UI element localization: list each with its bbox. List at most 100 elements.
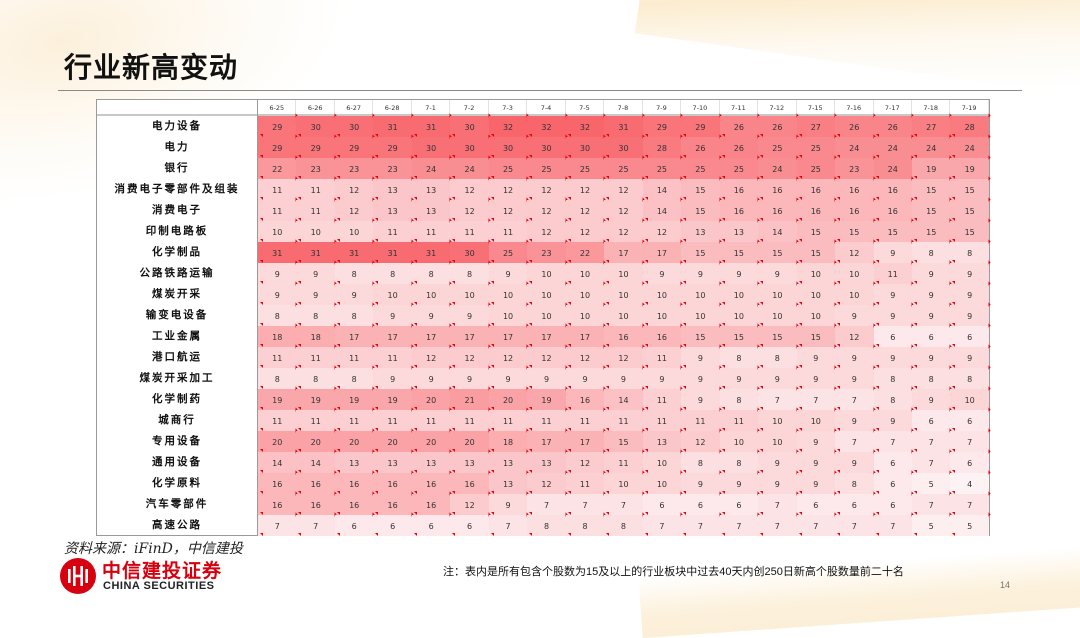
heatmap-cell: 16: [719, 179, 759, 200]
heatmap-cell: 17: [334, 326, 374, 347]
heatmap-cell: 9: [604, 368, 643, 389]
heatmap-cell: 10: [527, 263, 566, 284]
heatmap-cell: 32: [527, 116, 566, 137]
heatmap-cell: 10: [334, 221, 374, 242]
heatmap-cell: 7: [873, 515, 912, 536]
heatmap-cell: 17: [642, 242, 682, 263]
heatmap-cell: 11: [411, 410, 451, 431]
heatmap-cell: 7: [604, 494, 643, 515]
date-header-cell: 7-17: [874, 100, 912, 114]
heatmap-cell: 10: [258, 221, 297, 242]
heatmap-cell: 11: [719, 410, 759, 431]
date-header-cell: 7-4: [527, 100, 566, 114]
heatmap-cell: 9: [911, 347, 951, 368]
heatmap-cell: 14: [642, 200, 682, 221]
heatmap-cell: 20: [488, 389, 528, 410]
heatmap-cell: 16: [296, 494, 335, 515]
heatmap-cell: 25: [796, 137, 836, 158]
date-header-cell: 7-11: [720, 100, 759, 114]
date-header-cell: 6-26: [296, 100, 335, 114]
date-header-cell: 6-25: [258, 100, 297, 114]
heatmap-cell: 10: [719, 284, 759, 305]
heatmap-cell: 8: [835, 473, 874, 494]
table-row: 19 19 19 19 20 21 20 19 16 14 11 9 8 7 7 7 8 9 10: [258, 389, 989, 410]
heatmap-cell: 12: [527, 200, 566, 221]
heatmap-cell: 15: [604, 431, 643, 452]
heatmap-cell: 9: [334, 284, 374, 305]
industry-label: 消费电子: [152, 204, 202, 216]
heatmap-cell: 10: [488, 305, 528, 326]
heatmap-cell: 12: [835, 326, 874, 347]
heatmap-cell: 32: [565, 116, 605, 137]
date-header-cell: 7-5: [566, 100, 605, 114]
heatmap-cell: 11: [642, 410, 682, 431]
heatmap-cell: 15: [758, 326, 797, 347]
heatmap-cell: 10: [642, 452, 682, 473]
heatmap-cell: 20: [258, 431, 297, 452]
heatmap-cell: 11: [411, 221, 451, 242]
heatmap-cell: 8: [258, 305, 297, 326]
heatmap-cell: 7: [565, 494, 605, 515]
heatmap-cell: 14: [296, 452, 335, 473]
heatmap-cell: 8: [911, 242, 951, 263]
heatmap-cell: 7: [527, 494, 566, 515]
heatmap-cell: 10: [758, 431, 797, 452]
heatmap-cell: 6: [950, 326, 989, 347]
heatmap-cell: 6: [873, 326, 912, 347]
industry-label: 公路铁路运输: [139, 267, 215, 279]
heatmap-cell: 6: [450, 515, 489, 536]
heatmap-cell: 11: [373, 221, 412, 242]
heatmap-cell: 16: [796, 200, 836, 221]
label-header: [97, 100, 257, 116]
heatmap-cell: 10: [604, 473, 643, 494]
heatmap-cell: 28: [950, 116, 989, 137]
heatmap-cell: 4: [950, 473, 989, 494]
date-header-cell: 6-28: [373, 100, 412, 114]
heatmap-cell: 7: [758, 494, 797, 515]
heatmap-cell: 9: [911, 284, 951, 305]
heatmap-cell: 6: [873, 452, 912, 473]
heatmap-cell: 9: [835, 347, 874, 368]
date-header-cell: 7-1: [412, 100, 451, 114]
heatmap-cell: 25: [565, 158, 605, 179]
heatmap-cell: 8: [719, 389, 759, 410]
heatmap-cell: 8: [873, 368, 912, 389]
heatmap-cell: 13: [488, 473, 528, 494]
heatmap-cell: 11: [373, 347, 412, 368]
heatmap-cell: 7: [758, 515, 797, 536]
heatmap-cell: 13: [681, 221, 720, 242]
heatmap-cell: 15: [796, 242, 836, 263]
heatmap-cell: 19: [950, 158, 989, 179]
heatmap-cell: 12: [604, 347, 643, 368]
page-title: 行业新高变动: [64, 51, 239, 84]
heatmap-cell: 10: [604, 284, 643, 305]
industry-label: 高速公路: [152, 519, 202, 531]
heatmap-cell: 25: [642, 158, 682, 179]
heatmap-cell: 9: [911, 263, 951, 284]
heatmap-cell: 11: [642, 389, 682, 410]
heatmap-cell: 15: [681, 242, 720, 263]
heatmap-cell: 8: [873, 389, 912, 410]
heatmap-cell: 16: [296, 473, 335, 494]
heatmap-cell: 7: [950, 431, 989, 452]
heatmap-cell: 8: [296, 368, 335, 389]
heatmap-cell: 14: [604, 389, 643, 410]
heatmap-cell: 9: [835, 305, 874, 326]
heatmap-cell: 20: [450, 431, 489, 452]
heatmap-cell: 11: [450, 410, 489, 431]
heatmap-cell: 12: [527, 347, 566, 368]
heatmap-cell: 8: [950, 368, 989, 389]
table-row: 29 29 29 29 30 30 30 30 30 30 28 26 26 25 25 24 24 24 24: [258, 137, 989, 158]
heatmap-cell: 30: [565, 137, 605, 158]
heatmap-cell: 15: [681, 179, 720, 200]
heatmap-cell: 10: [681, 284, 720, 305]
source-note: 资料来源：iFinD，中信建投: [64, 541, 243, 557]
table-footnote: 注：表内是所有包含个股数为15及以上的行业板块中过去40天内创250日新高个股数…: [443, 566, 904, 578]
heatmap-cell: 30: [527, 137, 566, 158]
table-row: 22 23 23 23 24 24 25 25 25 25 25 25 25 24 25 23 24 19 19: [258, 158, 989, 179]
heatmap-cell: 10: [758, 284, 797, 305]
heatmap-cell: 9: [835, 452, 874, 473]
logo-english-name: CHINA SECURITIES: [103, 580, 215, 592]
heatmap-cell: 29: [258, 137, 297, 158]
heatmap-cell: 15: [758, 242, 797, 263]
